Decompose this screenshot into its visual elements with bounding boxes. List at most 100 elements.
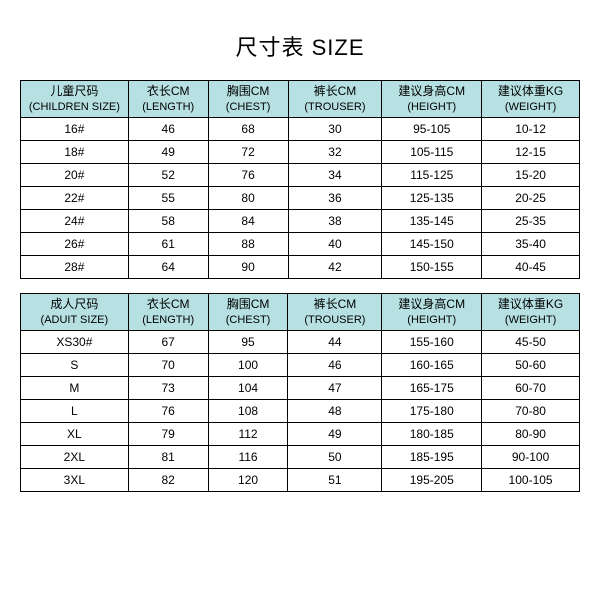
children-header-main-5: 建议体重KG <box>482 84 579 100</box>
children-cell: 25-35 <box>482 210 580 233</box>
adult-cell: XS30# <box>21 331 129 354</box>
adult-header-main-4: 建议身高CM <box>382 297 481 313</box>
children-row: 18#497232105-11512-15 <box>21 141 580 164</box>
children-header-sub-2: (CHEST) <box>209 100 288 114</box>
children-header-sub-1: (LENGTH) <box>129 100 208 114</box>
children-header-3: 裤长CM(TROUSER) <box>288 81 382 118</box>
adult-header-1: 衣长CM(LENGTH) <box>128 294 208 331</box>
adult-cell: 195-205 <box>382 469 482 492</box>
adult-cell: 120 <box>208 469 288 492</box>
adult-row: XS30#679544155-16045-50 <box>21 331 580 354</box>
adult-cell: 160-165 <box>382 354 482 377</box>
adult-table-head: 成人尺码(ADUIT SIZE)衣长CM(LENGTH)胸围CM(CHEST)裤… <box>21 294 580 331</box>
children-header-2: 胸围CM(CHEST) <box>208 81 288 118</box>
children-cell: 80 <box>208 187 288 210</box>
adult-cell: XL <box>21 423 129 446</box>
children-cell: 16# <box>21 118 129 141</box>
adult-row: M7310447165-17560-70 <box>21 377 580 400</box>
adult-header-4: 建议身高CM(HEIGHT) <box>382 294 482 331</box>
adult-header-sub-5: (WEIGHT) <box>482 313 579 327</box>
children-row: 26#618840145-15035-40 <box>21 233 580 256</box>
children-table-body: 16#46683095-10510-1218#497232105-11512-1… <box>21 118 580 279</box>
children-cell: 40 <box>288 233 382 256</box>
children-cell: 115-125 <box>382 164 482 187</box>
children-cell: 40-45 <box>482 256 580 279</box>
children-cell: 24# <box>21 210 129 233</box>
adult-header-2: 胸围CM(CHEST) <box>208 294 288 331</box>
children-cell: 145-150 <box>382 233 482 256</box>
adult-cell: 104 <box>208 377 288 400</box>
children-row: 22#558036125-13520-25 <box>21 187 580 210</box>
children-cell: 18# <box>21 141 129 164</box>
adult-cell: 185-195 <box>382 446 482 469</box>
children-header-sub-4: (HEIGHT) <box>382 100 481 114</box>
adult-cell: 112 <box>208 423 288 446</box>
adult-header-main-1: 衣长CM <box>129 297 208 313</box>
adult-row: XL7911249180-18580-90 <box>21 423 580 446</box>
children-cell: 72 <box>208 141 288 164</box>
children-cell: 12-15 <box>482 141 580 164</box>
children-header-sub-5: (WEIGHT) <box>482 100 579 114</box>
children-header-1: 衣长CM(LENGTH) <box>128 81 208 118</box>
adult-cell: 50 <box>288 446 382 469</box>
children-cell: 20-25 <box>482 187 580 210</box>
adult-cell: 46 <box>288 354 382 377</box>
children-row: 28#649042150-15540-45 <box>21 256 580 279</box>
children-cell: 20# <box>21 164 129 187</box>
children-cell: 36 <box>288 187 382 210</box>
children-cell: 32 <box>288 141 382 164</box>
adult-table-body: XS30#679544155-16045-50S7010046160-16550… <box>21 331 580 492</box>
children-cell: 49 <box>128 141 208 164</box>
adult-cell: 100-105 <box>482 469 580 492</box>
adult-cell: 60-70 <box>482 377 580 400</box>
children-cell: 61 <box>128 233 208 256</box>
children-header-5: 建议体重KG(WEIGHT) <box>482 81 580 118</box>
adult-cell: 67 <box>128 331 208 354</box>
adult-cell: 81 <box>128 446 208 469</box>
children-cell: 95-105 <box>382 118 482 141</box>
adult-cell: 100 <box>208 354 288 377</box>
adult-header-main-5: 建议体重KG <box>482 297 579 313</box>
adult-header-0: 成人尺码(ADUIT SIZE) <box>21 294 129 331</box>
children-header-main-4: 建议身高CM <box>382 84 481 100</box>
children-cell: 46 <box>128 118 208 141</box>
adult-row: L7610848175-18070-80 <box>21 400 580 423</box>
adult-header-3: 裤长CM(TROUSER) <box>288 294 382 331</box>
adult-cell: 108 <box>208 400 288 423</box>
adult-cell: 116 <box>208 446 288 469</box>
adult-size-table: 成人尺码(ADUIT SIZE)衣长CM(LENGTH)胸围CM(CHEST)裤… <box>20 293 580 492</box>
page-title: 尺寸表 SIZE <box>235 30 364 62</box>
children-row: 24#588438135-14525-35 <box>21 210 580 233</box>
adult-cell: 45-50 <box>482 331 580 354</box>
adult-header-sub-2: (CHEST) <box>209 313 288 327</box>
adult-cell: 3XL <box>21 469 129 492</box>
children-cell: 26# <box>21 233 129 256</box>
children-header-main-2: 胸围CM <box>209 84 288 100</box>
adult-cell: 51 <box>288 469 382 492</box>
adult-header-sub-4: (HEIGHT) <box>382 313 481 327</box>
adult-cell: 76 <box>128 400 208 423</box>
adult-cell: 90-100 <box>482 446 580 469</box>
adult-cell: 49 <box>288 423 382 446</box>
children-cell: 42 <box>288 256 382 279</box>
children-header-main-1: 衣长CM <box>129 84 208 100</box>
adult-cell: 44 <box>288 331 382 354</box>
adult-cell: 50-60 <box>482 354 580 377</box>
adult-header-main-2: 胸围CM <box>209 297 288 313</box>
children-cell: 88 <box>208 233 288 256</box>
children-row: 20#527634115-12515-20 <box>21 164 580 187</box>
children-header-main-3: 裤长CM <box>289 84 382 100</box>
adult-row: 3XL8212051195-205100-105 <box>21 469 580 492</box>
adult-cell: 48 <box>288 400 382 423</box>
adult-header-sub-3: (TROUSER) <box>288 313 381 327</box>
adult-cell: 95 <box>208 331 288 354</box>
children-header-sub-3: (TROUSER) <box>289 100 382 114</box>
children-cell: 125-135 <box>382 187 482 210</box>
children-table-head: 儿童尺码(CHILDREN SIZE)衣长CM(LENGTH)胸围CM(CHES… <box>21 81 580 118</box>
adult-header-main-3: 裤长CM <box>288 297 381 313</box>
children-cell: 30 <box>288 118 382 141</box>
children-cell: 15-20 <box>482 164 580 187</box>
adult-cell: 80-90 <box>482 423 580 446</box>
adult-cell: 70-80 <box>482 400 580 423</box>
adult-cell: S <box>21 354 129 377</box>
